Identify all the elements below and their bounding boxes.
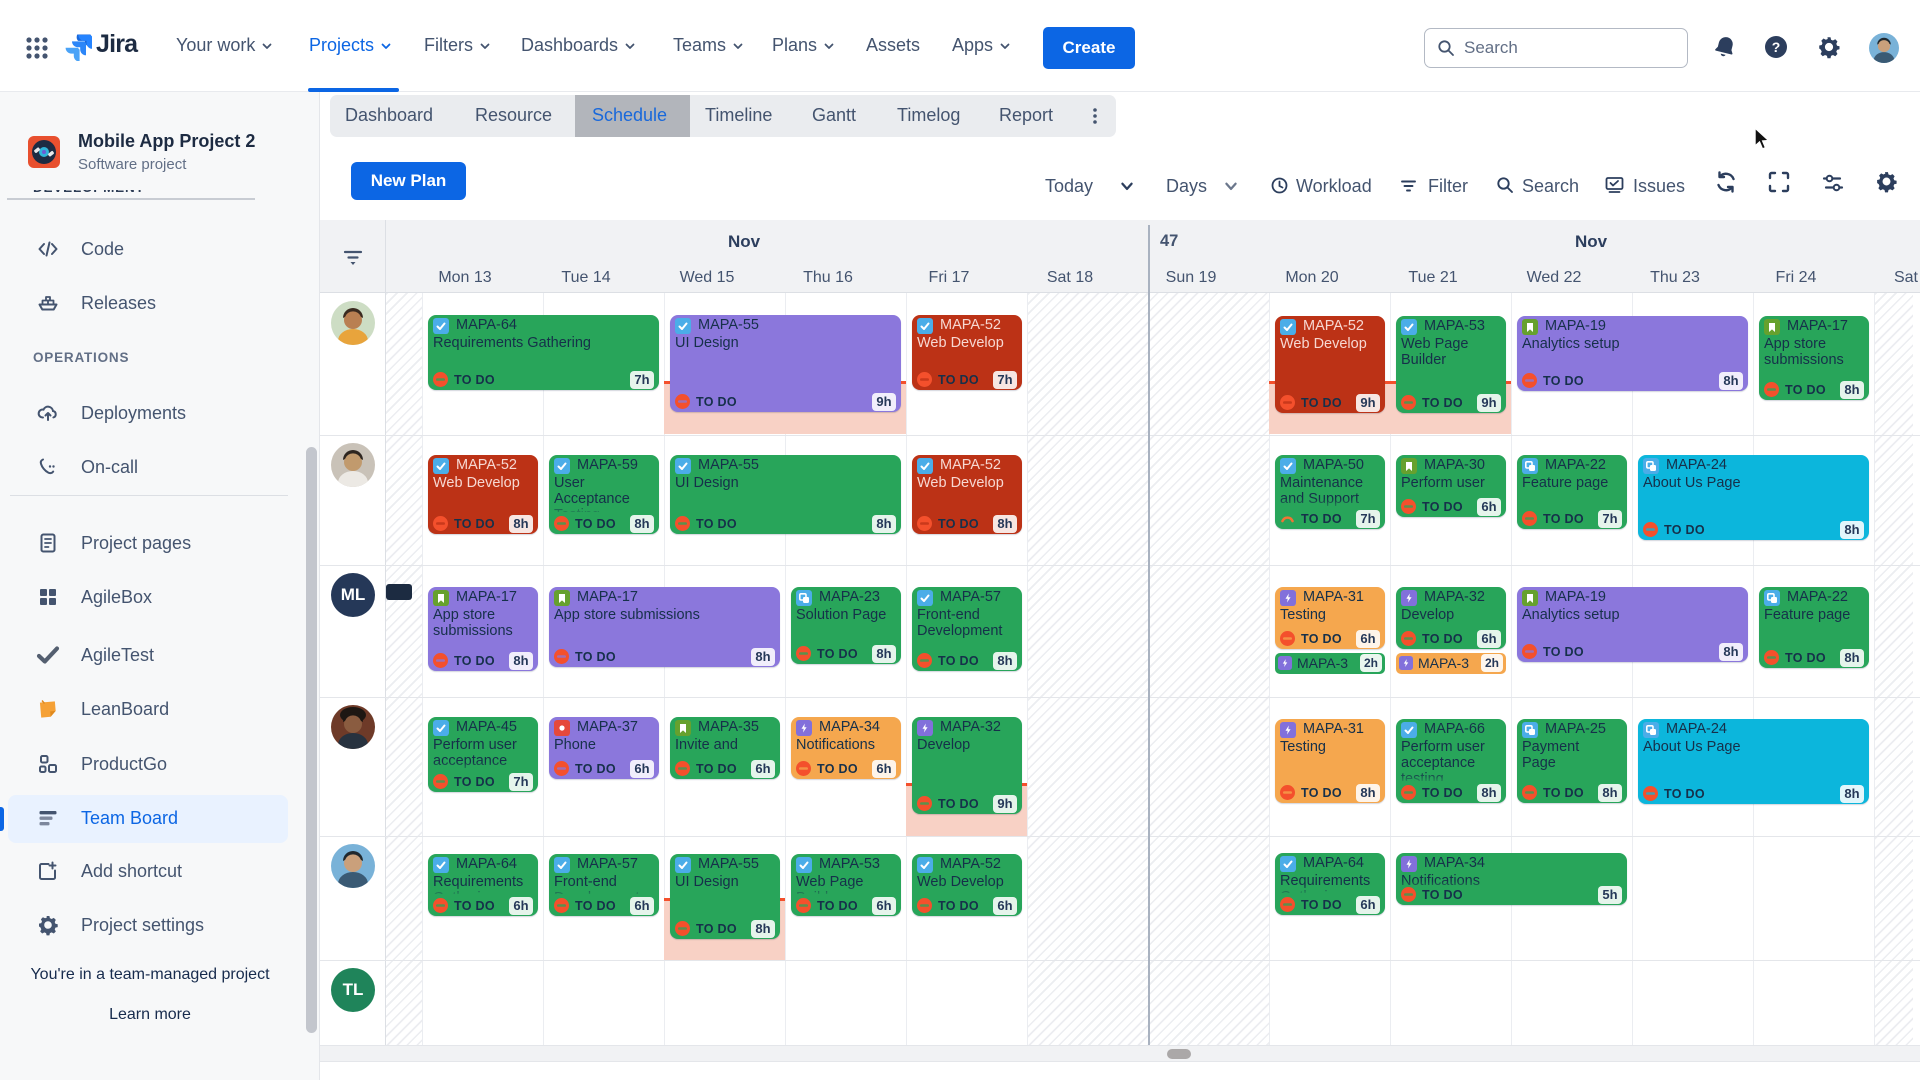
svg-text:?: ? — [1772, 39, 1781, 55]
